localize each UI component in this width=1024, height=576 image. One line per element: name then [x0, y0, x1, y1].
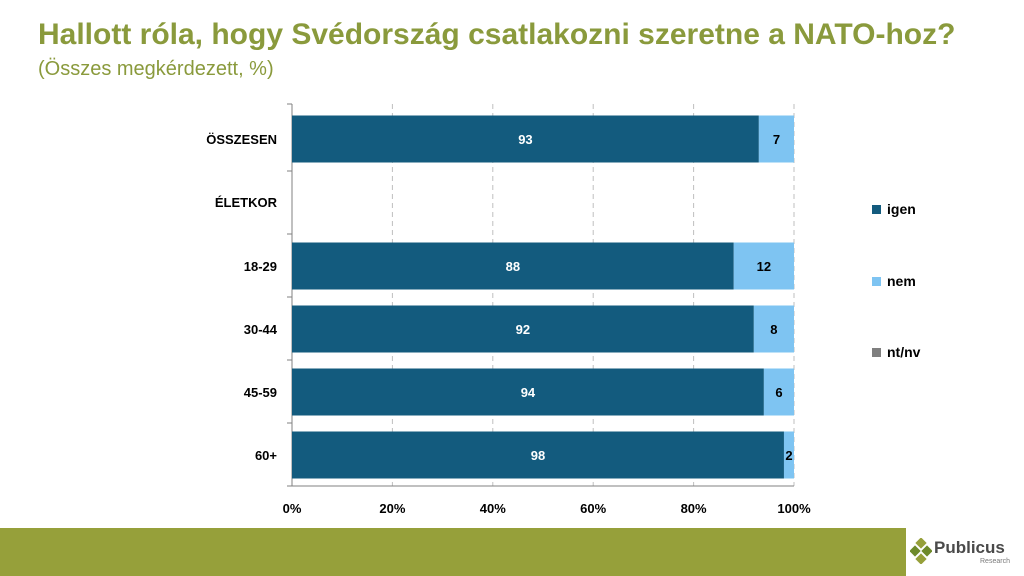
bar-nem	[763, 368, 794, 416]
footer-bar	[0, 528, 1024, 576]
x-tick-label: 100%	[777, 501, 811, 516]
bar-igen	[292, 305, 754, 353]
bar-nem	[783, 431, 794, 479]
bar-igen	[292, 242, 734, 290]
legend-label: nt/nv	[887, 344, 921, 360]
category-label: 18-29	[244, 259, 277, 274]
data-label: 94	[521, 385, 536, 400]
data-label: 7	[773, 132, 780, 147]
chart-title: Hallott róla, hogy Svédország csatlakozn…	[38, 18, 956, 51]
legend-swatch	[872, 348, 881, 357]
bar-igen	[292, 368, 764, 416]
data-label: 6	[775, 385, 782, 400]
category-label: ÉLETKOR	[215, 195, 278, 210]
bar-nem	[758, 115, 794, 163]
logo-subword: Research	[980, 558, 1010, 565]
legend-label: igen	[887, 201, 916, 217]
chart: 0% 20% 40% 60% 80% 100% ÖSSZESEN 93 7 ÉLETKOR 18-2…	[206, 103, 921, 516]
chart-subtitle: (Összes megkérdezett, %)	[38, 58, 274, 80]
bar-igen	[292, 431, 784, 479]
x-tick-label: 0%	[283, 501, 302, 516]
x-tick-label: 20%	[379, 501, 405, 516]
category-label: 60+	[255, 448, 277, 463]
legend-swatch	[872, 205, 881, 214]
data-label: 2	[785, 448, 792, 463]
data-label: 98	[531, 448, 545, 463]
x-tick-label: 80%	[681, 501, 707, 516]
logo: Publicus Research	[906, 528, 1024, 576]
publicus-logo-icon	[910, 538, 932, 564]
data-label: 12	[757, 259, 771, 274]
category-label: ÖSSZESEN	[206, 132, 277, 147]
data-label: 8	[770, 322, 777, 337]
category-label: 30-44	[244, 322, 278, 337]
data-label: 92	[516, 322, 530, 337]
legend-swatch	[872, 277, 881, 286]
bar-nem	[753, 305, 794, 353]
bar-nem	[733, 242, 794, 290]
x-tick-label: 40%	[480, 501, 506, 516]
x-tick-label: 60%	[580, 501, 606, 516]
data-label: 93	[518, 132, 532, 147]
category-label: 45-59	[244, 385, 277, 400]
bar-igen	[292, 115, 759, 163]
logo-word: Publicus	[934, 538, 1005, 557]
data-label: 88	[506, 259, 520, 274]
legend-label: nem	[887, 273, 916, 289]
